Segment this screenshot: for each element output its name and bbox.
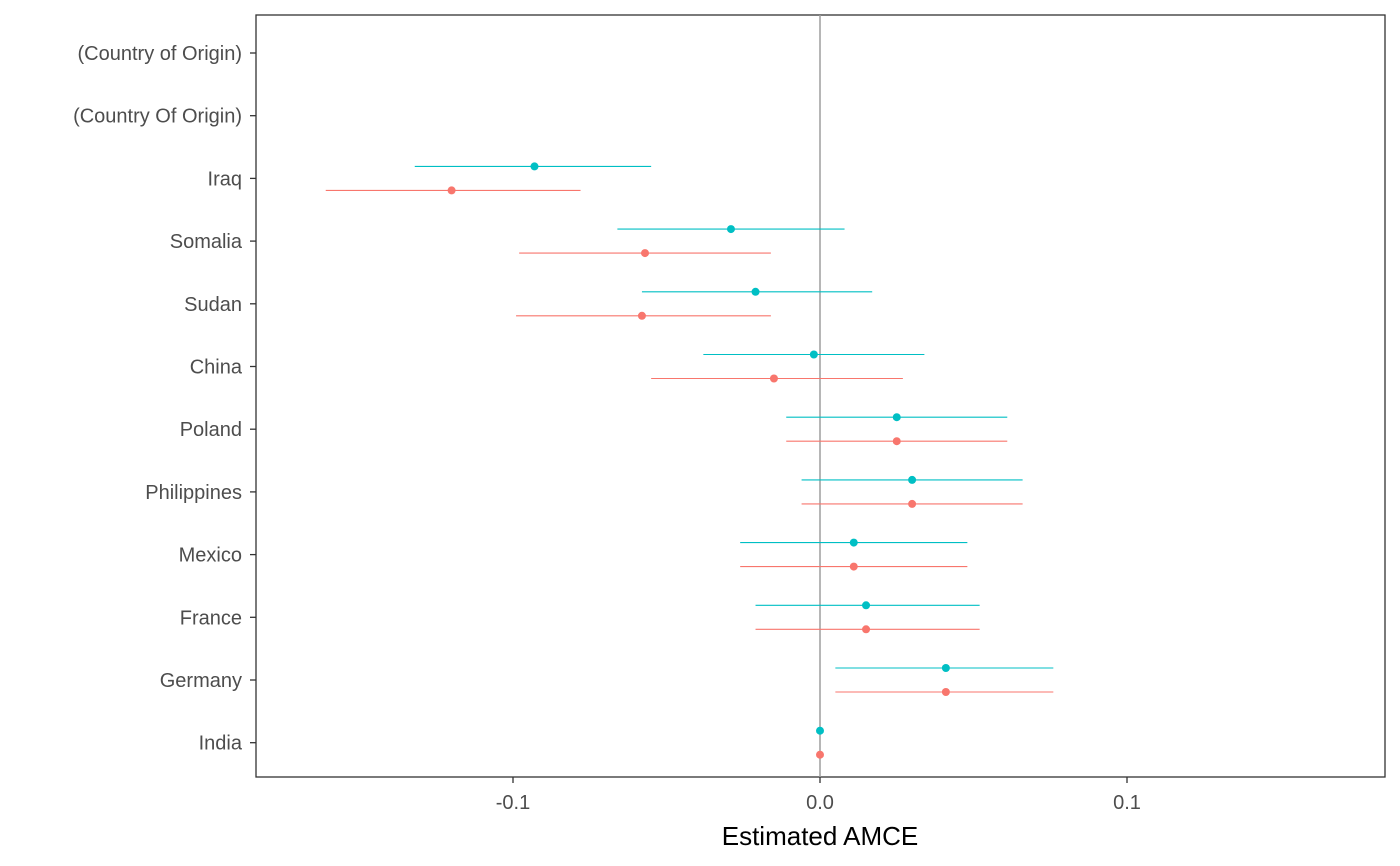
estimate-point [908,499,917,508]
y-tick-label: Philippines [145,482,242,504]
series-2 [325,186,1054,759]
estimate-point [892,413,901,422]
estimate-point [530,162,539,171]
y-axis: (Country of Origin) (Country Of Origin) Ir… [73,43,256,755]
y-tick-label: Mexico [179,545,242,567]
estimate-point [862,601,871,610]
y-tick-label: Sudan [184,294,242,316]
x-tick-label: -0.1 [496,792,530,814]
estimate-point [641,249,650,258]
estimate-point [726,225,735,234]
estimate-point [809,350,818,359]
series-layer [325,162,1054,759]
estimate-point [816,726,824,735]
y-tick-label: France [180,607,242,629]
estimate-point [447,186,456,195]
x-axis-title: Estimated AMCE [722,821,919,851]
series-1 [414,162,1054,735]
estimate-point [849,562,858,571]
estimate-point [892,437,901,446]
y-tick-label: (Country Of Origin) [73,106,242,128]
estimate-point [637,311,646,320]
estimate-point [816,750,824,759]
y-tick-label: Iraq [208,168,242,190]
y-tick-label: Germany [160,670,242,692]
estimate-point [849,538,858,547]
estimate-point [908,475,917,484]
estimate-point [862,625,871,634]
x-tick-label: 0.0 [806,792,834,814]
estimate-point [941,688,950,696]
estimate-point [769,374,778,383]
y-tick-label: (Country of Origin) [78,43,243,65]
estimate-point [941,664,950,672]
y-tick-label: India [199,733,243,755]
x-tick-label: 0.1 [1113,792,1141,814]
y-tick-label: Poland [180,419,242,441]
y-tick-label: Somalia [170,231,243,253]
estimate-point [751,287,760,296]
x-axis: -0.1 0.0 0.1 [496,777,1141,814]
y-tick-label: China [190,357,243,379]
